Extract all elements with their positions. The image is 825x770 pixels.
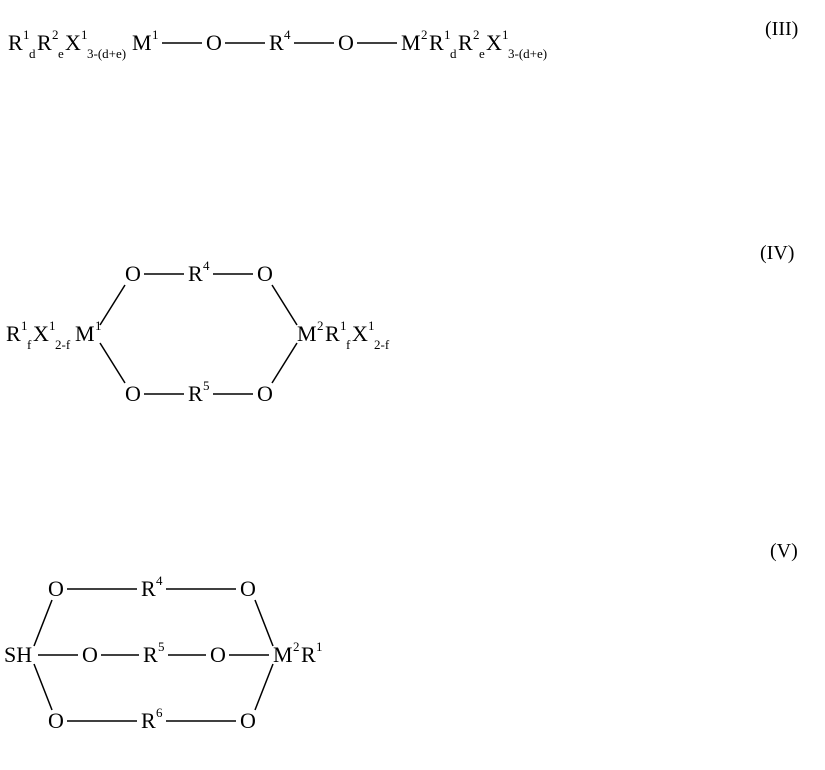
- s4-r-R1-sub: f: [346, 337, 351, 352]
- s5-t-R4-sup: 4: [156, 573, 163, 588]
- s4-bot-R5-sup: 5: [203, 378, 210, 393]
- s3-l-R1-sub: d: [29, 46, 36, 61]
- s3-r-R2-sub: e: [479, 46, 485, 61]
- s5-b-Ol: O: [48, 708, 64, 733]
- s5-b-R6: R: [141, 708, 156, 733]
- s4-l-M1: M: [75, 321, 95, 346]
- s4-l-M1-sup: 1: [95, 318, 102, 333]
- s3-r-M2: M: [401, 30, 421, 55]
- s3-r-R2-sup: 2: [473, 27, 480, 42]
- s3-r-M2-sup: 2: [421, 27, 428, 42]
- s4-r-M2-sup: 2: [317, 318, 324, 333]
- s3-l-X1-sup: 1: [81, 27, 88, 42]
- formula-label-III: (III): [765, 18, 798, 41]
- page-root: (III) (IV) (V) R 1 d R 2 e X 1 3-(d+e) M…: [0, 0, 825, 770]
- s4-bb-l: [100, 343, 125, 383]
- structure-IV: R 1 f X 1 2-f M 1 O R 4 O O R 5 O M 2 R …: [0, 245, 450, 425]
- s5-b-Or: O: [240, 708, 256, 733]
- s3-O2: O: [338, 30, 354, 55]
- s4-tb-r: [272, 285, 297, 325]
- s3-r-R1: R: [429, 30, 444, 55]
- s3-r-X1-sub: 3-(d+e): [508, 46, 547, 61]
- s3-l-R2: R: [37, 30, 52, 55]
- s5-r-M2-sup: 2: [293, 639, 300, 654]
- s4-r-R1: R: [325, 321, 340, 346]
- s5-r-R1: R: [301, 642, 316, 667]
- s5-m-R5-sup: 5: [158, 639, 165, 654]
- s3-l-R1: R: [8, 30, 23, 55]
- s4-r-X1-sup: 1: [368, 318, 375, 333]
- s3-l-R2-sub: e: [58, 46, 64, 61]
- formula-label-IV: (IV): [760, 242, 794, 265]
- s4-top-Or: O: [257, 261, 273, 286]
- s5-r-R1-sup: 1: [316, 639, 323, 654]
- s4-l-X1-sup: 1: [49, 318, 56, 333]
- s3-R4: R: [269, 30, 284, 55]
- s5-b-R6-sup: 6: [156, 705, 163, 720]
- s5-m-Ol: O: [82, 642, 98, 667]
- s4-bot-R5: R: [188, 381, 203, 406]
- s4-bot-Ol: O: [125, 381, 141, 406]
- structure-III: R 1 d R 2 e X 1 3-(d+e) M 1 O R 4 O M 2 …: [0, 18, 700, 78]
- s5-m-Or: O: [210, 642, 226, 667]
- s4-l-R1-sup: 1: [21, 318, 28, 333]
- s4-r-R1-sup: 1: [340, 318, 347, 333]
- s4-r-X1: X: [352, 321, 368, 346]
- s4-top-R4: R: [188, 261, 203, 286]
- s3-l-R2-sup: 2: [52, 27, 59, 42]
- s5-b-l: [34, 664, 52, 710]
- s3-l-X1: X: [65, 30, 81, 55]
- s3-r-R2: R: [458, 30, 473, 55]
- s3-O1: O: [206, 30, 222, 55]
- s5-t-Or: O: [240, 576, 256, 601]
- s3-l-X1-sub: 3-(d+e): [87, 46, 126, 61]
- s5-b-r: [255, 664, 273, 710]
- s3-R4-sup: 4: [284, 27, 291, 42]
- s3-l-R1-sup: 1: [23, 27, 30, 42]
- s5-t-l: [34, 600, 52, 646]
- s4-r-M2: M: [297, 321, 317, 346]
- s4-top-Ol: O: [125, 261, 141, 286]
- s4-l-X1: X: [33, 321, 49, 346]
- s5-SH: SH: [4, 642, 32, 667]
- s4-l-R1-sub: f: [27, 337, 32, 352]
- s4-l-R1: R: [6, 321, 21, 346]
- structure-V: SH O R 4 O O R 5 O O R 6 O M 2 R 1: [0, 560, 420, 760]
- s4-top-R4-sup: 4: [203, 258, 210, 273]
- s3-r-X1: X: [486, 30, 502, 55]
- s3-r-R1-sub: d: [450, 46, 457, 61]
- s4-tb-l: [100, 285, 125, 325]
- s5-t-Ol: O: [48, 576, 64, 601]
- s3-l-M1-sup: 1: [152, 27, 159, 42]
- s3-r-X1-sup: 1: [502, 27, 509, 42]
- s3-l-M1: M: [132, 30, 152, 55]
- s5-r-M2: M: [273, 642, 293, 667]
- s4-l-X1-sub: 2-f: [55, 337, 71, 352]
- s4-r-X1-sub: 2-f: [374, 337, 390, 352]
- s5-t-R4: R: [141, 576, 156, 601]
- s4-bot-Or: O: [257, 381, 273, 406]
- formula-label-V: (V): [770, 540, 798, 563]
- s5-m-R5: R: [143, 642, 158, 667]
- s4-bb-r: [272, 343, 297, 383]
- s3-r-R1-sup: 1: [444, 27, 451, 42]
- s5-t-r: [255, 600, 273, 646]
